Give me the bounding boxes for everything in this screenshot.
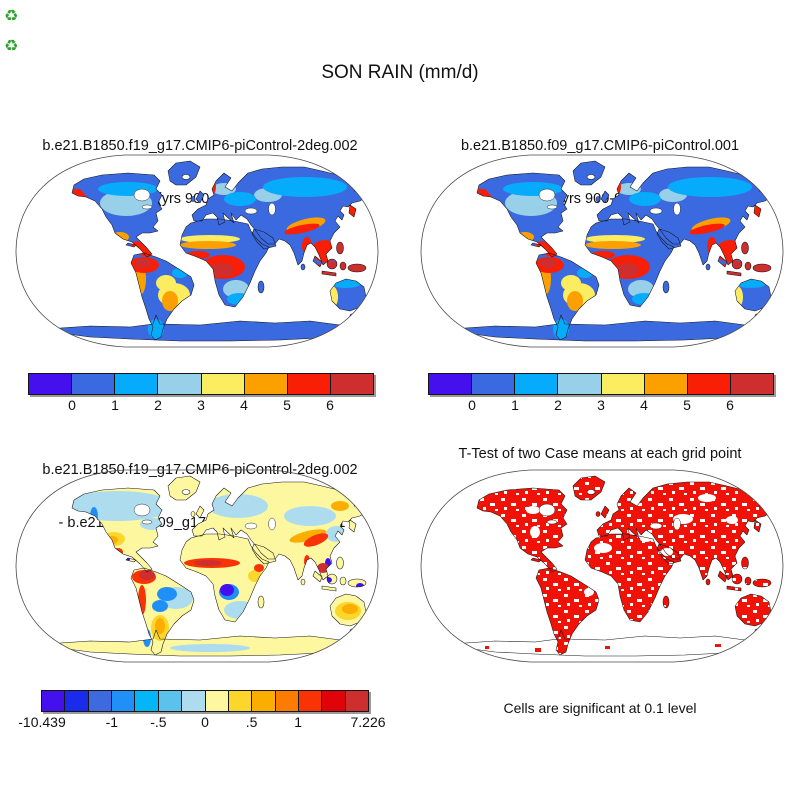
colorbar-segment <box>471 374 515 394</box>
colorbar-segment <box>329 374 373 394</box>
colorbar-segment <box>134 691 158 711</box>
colorbar-segment <box>643 374 687 394</box>
colorbar-tick-label: 1 <box>294 714 303 730</box>
colorbar-segment <box>514 374 558 394</box>
colorbar-tick-label: 7.226 <box>350 714 386 730</box>
colorbar-tick-label: 6 <box>726 397 734 413</box>
colorbar-tick-label: -1 <box>105 714 119 730</box>
colorbar-segment <box>321 691 345 711</box>
colorbar-tick-label: 0 <box>68 397 76 413</box>
colorbar-tick-label: -10.439 <box>18 714 66 730</box>
recycle-icon: ♻ <box>4 8 19 25</box>
world-map-difference <box>15 469 379 663</box>
colorbar-segment <box>157 691 182 711</box>
colorbar-tick-label: 2 <box>154 397 162 413</box>
world-map-case2 <box>420 154 784 348</box>
colorbar-segment <box>42 691 65 711</box>
colorbar-segment <box>157 374 201 394</box>
colorbar-segment <box>686 374 730 394</box>
colorbar-segment <box>429 374 472 394</box>
colorbar-tick-label: 2 <box>554 397 562 413</box>
colorbar-segment <box>227 691 252 711</box>
panel2-title-line1: b.e21.B1850.f09_g17.CMIP6-piControl.001 <box>460 138 740 154</box>
colorbar-segment <box>297 691 322 711</box>
recycle-icon: ♻ <box>4 38 19 55</box>
panel4-title-line1: T-Test of two Case means at each grid po… <box>458 445 742 462</box>
colorbar-tick-label: 3 <box>597 397 605 413</box>
colorbar-segment <box>251 691 275 711</box>
colorbar-difference: -10.439 -1 -.5 0 .5 1 7.226 <box>18 690 386 730</box>
colorbar-segment <box>286 374 330 394</box>
colorbar-case2: 0 1 2 3 4 5 6 <box>428 373 774 413</box>
panel4-title: T-Test of two Case means at each grid po… <box>405 427 795 463</box>
colorbar-segment <box>71 374 115 394</box>
corner-markers: ♻ ♻ <box>4 2 28 62</box>
colorbar-tick-label: 4 <box>640 397 648 413</box>
colorbar-tick-label: 3 <box>197 397 205 413</box>
colorbar-segment <box>204 691 228 711</box>
colorbar-segment <box>344 691 369 711</box>
colorbar-tick-label: -.5 <box>150 714 167 730</box>
colorbar-tick-label: 1 <box>111 397 119 413</box>
colorbar-segment <box>87 691 112 711</box>
colorbar-tick-label: .5 <box>245 714 258 730</box>
world-map-case1 <box>15 154 379 348</box>
colorbar-segment <box>29 374 72 394</box>
figure-title: SON RAIN (mm/d) <box>321 62 479 83</box>
colorbar-tick-label: 5 <box>283 397 291 413</box>
colorbar-tick-label: 4 <box>240 397 248 413</box>
colorbar-segment <box>729 374 773 394</box>
colorbar-segment <box>557 374 601 394</box>
colorbar-case1: 0 1 2 3 4 5 6 <box>28 373 374 413</box>
colorbar-segment <box>243 374 287 394</box>
colorbar-segment <box>111 691 135 711</box>
colorbar-tick-label: 0 <box>468 397 476 413</box>
colorbar-segment <box>64 691 88 711</box>
colorbar-tick-label: 6 <box>326 397 334 413</box>
colorbar-tick-label: 0 <box>201 714 209 730</box>
colorbar-segment <box>600 374 644 394</box>
ttest-caption: Cells are significant at 0.1 level <box>503 700 697 716</box>
world-map-ttest <box>420 469 784 663</box>
colorbar-segment <box>114 374 158 394</box>
colorbar-segment <box>181 691 205 711</box>
colorbar-tick-label: 5 <box>683 397 691 413</box>
colorbar-segment <box>274 691 298 711</box>
colorbar-segment <box>200 374 244 394</box>
panel1-title-line1: b.e21.B1850.f19_g17.CMIP6-piControl-2deg… <box>42 138 358 154</box>
colorbar-tick-label: 1 <box>511 397 519 413</box>
